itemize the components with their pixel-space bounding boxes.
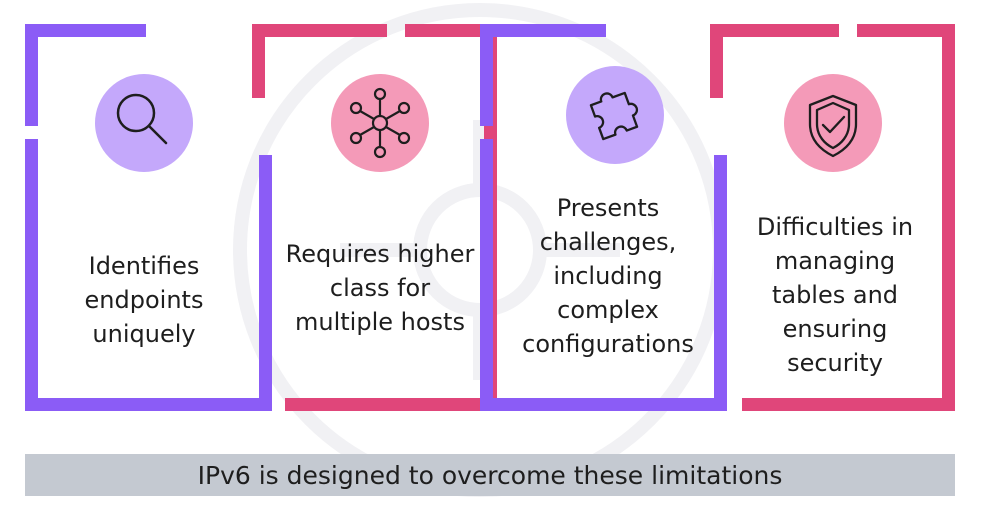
card-3-line: including <box>553 262 663 290</box>
card-3-line: complex <box>557 296 659 324</box>
card-2-line: class for <box>329 274 431 302</box>
puzzle-piece-icon <box>566 66 664 164</box>
card-3-line: challenges, <box>539 228 677 256</box>
card-1-frame <box>25 24 272 411</box>
summary-banner: IPv6 is designed to overcome these limit… <box>25 454 955 496</box>
card-2-line: multiple hosts <box>295 308 465 336</box>
shield-check-icon <box>784 74 882 172</box>
card-3-line: Presents <box>556 194 660 222</box>
summary-banner-text: IPv6 is designed to overcome these limit… <box>197 460 783 490</box>
card-3-frame <box>480 24 727 411</box>
card-3-text: Presents challenges, including complex c… <box>505 191 711 361</box>
card-3-line: configurations <box>522 330 694 358</box>
card-4-line: tables and <box>771 281 899 309</box>
card-2-text: Requires higher class for multiple hosts <box>277 237 483 339</box>
network-hub-icon <box>331 74 429 172</box>
card-4-line: managing <box>774 247 896 275</box>
card-1-line: uniquely <box>92 320 196 348</box>
card-1-line: Identifies <box>88 252 200 280</box>
card-1-text: Identifies endpoints uniquely <box>44 249 244 351</box>
card-4-line: Difficulties in <box>756 213 914 241</box>
card-2-line: Requires higher <box>285 240 475 268</box>
magnifier-icon <box>95 74 193 172</box>
card-4-line: security <box>787 349 883 377</box>
card-1-line: endpoints <box>84 286 204 314</box>
card-4-line: ensuring <box>782 315 888 343</box>
card-4-frame <box>710 24 955 411</box>
card-4-text: Difficulties in managing tables and ensu… <box>732 210 938 380</box>
